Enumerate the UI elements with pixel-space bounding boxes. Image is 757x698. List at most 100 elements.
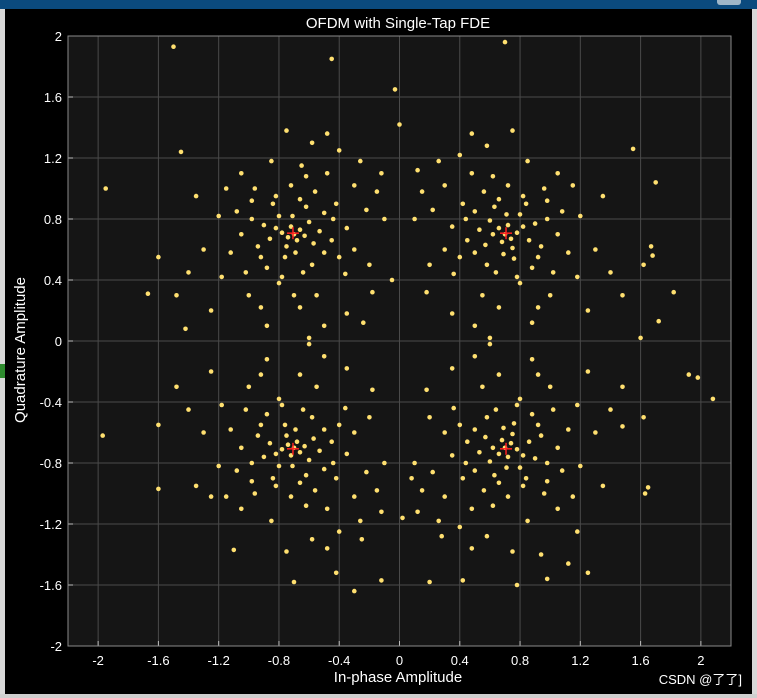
data-point	[364, 207, 369, 213]
y-tick-label: -1.6	[40, 578, 62, 593]
reference-marker	[286, 227, 299, 240]
data-point	[526, 439, 532, 445]
data-point	[547, 293, 553, 298]
data-point	[526, 238, 532, 243]
data-point	[276, 396, 282, 402]
data-point	[264, 265, 270, 271]
data-point	[496, 196, 502, 202]
x-tick-label: -0.8	[268, 653, 290, 668]
data-point	[276, 213, 282, 219]
data-point	[234, 209, 240, 214]
y-axis-label: Quadrature Amplitude	[12, 277, 29, 423]
data-point	[249, 216, 255, 222]
data-point	[228, 427, 233, 432]
data-point	[544, 198, 550, 203]
data-point	[300, 270, 306, 275]
data-point	[324, 171, 330, 176]
data-point	[156, 254, 161, 260]
chart-title: OFDM with Single-Tap FDE	[306, 15, 490, 32]
data-point	[487, 335, 493, 341]
data-point	[517, 212, 523, 217]
data-point	[311, 436, 316, 441]
data-point	[284, 433, 289, 438]
data-point	[511, 421, 517, 426]
data-point	[520, 483, 526, 489]
data-point	[246, 293, 252, 298]
data-point	[585, 369, 591, 374]
data-point	[370, 289, 375, 295]
data-point	[499, 239, 505, 245]
data-point	[309, 140, 315, 146]
data-point	[641, 415, 646, 420]
x-tick-labels: -2 -1.6 -1.2 -0.8 -0.4 0 0.4 0.8 1.2 1.6 2	[92, 653, 704, 668]
data-point	[219, 402, 224, 408]
y-tick-labels: -2 -1.6 -1.2 -0.8 -0.4 0 0.4 0.8 1.2 1.6 2	[40, 29, 62, 654]
data-point	[520, 193, 526, 199]
data-point	[100, 433, 105, 438]
data-point	[216, 463, 221, 469]
data-point	[493, 407, 499, 412]
data-point	[514, 402, 520, 408]
data-point	[648, 244, 654, 249]
x-tick-label: -1.2	[207, 653, 229, 668]
data-point	[329, 238, 335, 243]
data-point	[364, 469, 369, 475]
data-point	[276, 280, 282, 286]
data-point	[258, 372, 264, 377]
x-tick-label: 2	[697, 653, 704, 668]
data-point	[505, 494, 511, 499]
data-point	[555, 171, 560, 176]
data-point	[302, 443, 307, 449]
window-title-bar	[0, 0, 757, 9]
data-point	[535, 372, 541, 377]
data-point	[249, 198, 255, 203]
data-point	[483, 242, 488, 248]
data-point	[361, 320, 366, 326]
data-point	[427, 579, 432, 585]
window-button[interactable]	[717, 0, 741, 5]
data-point	[538, 244, 544, 249]
data-point	[201, 247, 206, 252]
reference-marker	[286, 442, 299, 455]
data-point	[317, 448, 322, 454]
data-point	[284, 549, 289, 554]
x-tick-label: -1.6	[147, 653, 169, 668]
data-point	[145, 291, 151, 297]
data-point	[330, 460, 336, 466]
data-point	[279, 230, 285, 235]
data-point	[216, 213, 221, 219]
data-point	[496, 372, 502, 377]
data-point	[300, 407, 306, 412]
data-point	[358, 518, 363, 524]
data-point	[525, 518, 530, 524]
data-point	[481, 488, 487, 493]
y-tick-label: 0.8	[44, 212, 62, 227]
data-point	[324, 546, 330, 551]
data-point	[264, 323, 270, 329]
axes-border	[67, 35, 732, 647]
data-point	[523, 476, 529, 481]
data-point	[541, 491, 547, 496]
data-point	[374, 488, 380, 493]
x-tick-label: -2	[92, 653, 104, 668]
reference-constellation	[286, 227, 513, 455]
data-point	[430, 207, 436, 213]
data-point	[208, 369, 214, 374]
data-point	[412, 216, 417, 222]
data-point	[484, 533, 490, 539]
data-point	[457, 254, 463, 260]
data-point	[343, 271, 348, 277]
data-point	[231, 547, 237, 553]
data-point	[285, 235, 291, 240]
data-point	[306, 335, 312, 341]
data-point	[156, 486, 161, 492]
data-point	[333, 570, 339, 576]
data-point	[538, 433, 544, 438]
data-point	[284, 244, 289, 249]
data-point	[472, 354, 478, 359]
data-point	[469, 546, 475, 551]
data-point	[645, 485, 651, 490]
data-point	[267, 236, 273, 242]
data-point	[493, 270, 499, 275]
data-point	[544, 576, 550, 582]
